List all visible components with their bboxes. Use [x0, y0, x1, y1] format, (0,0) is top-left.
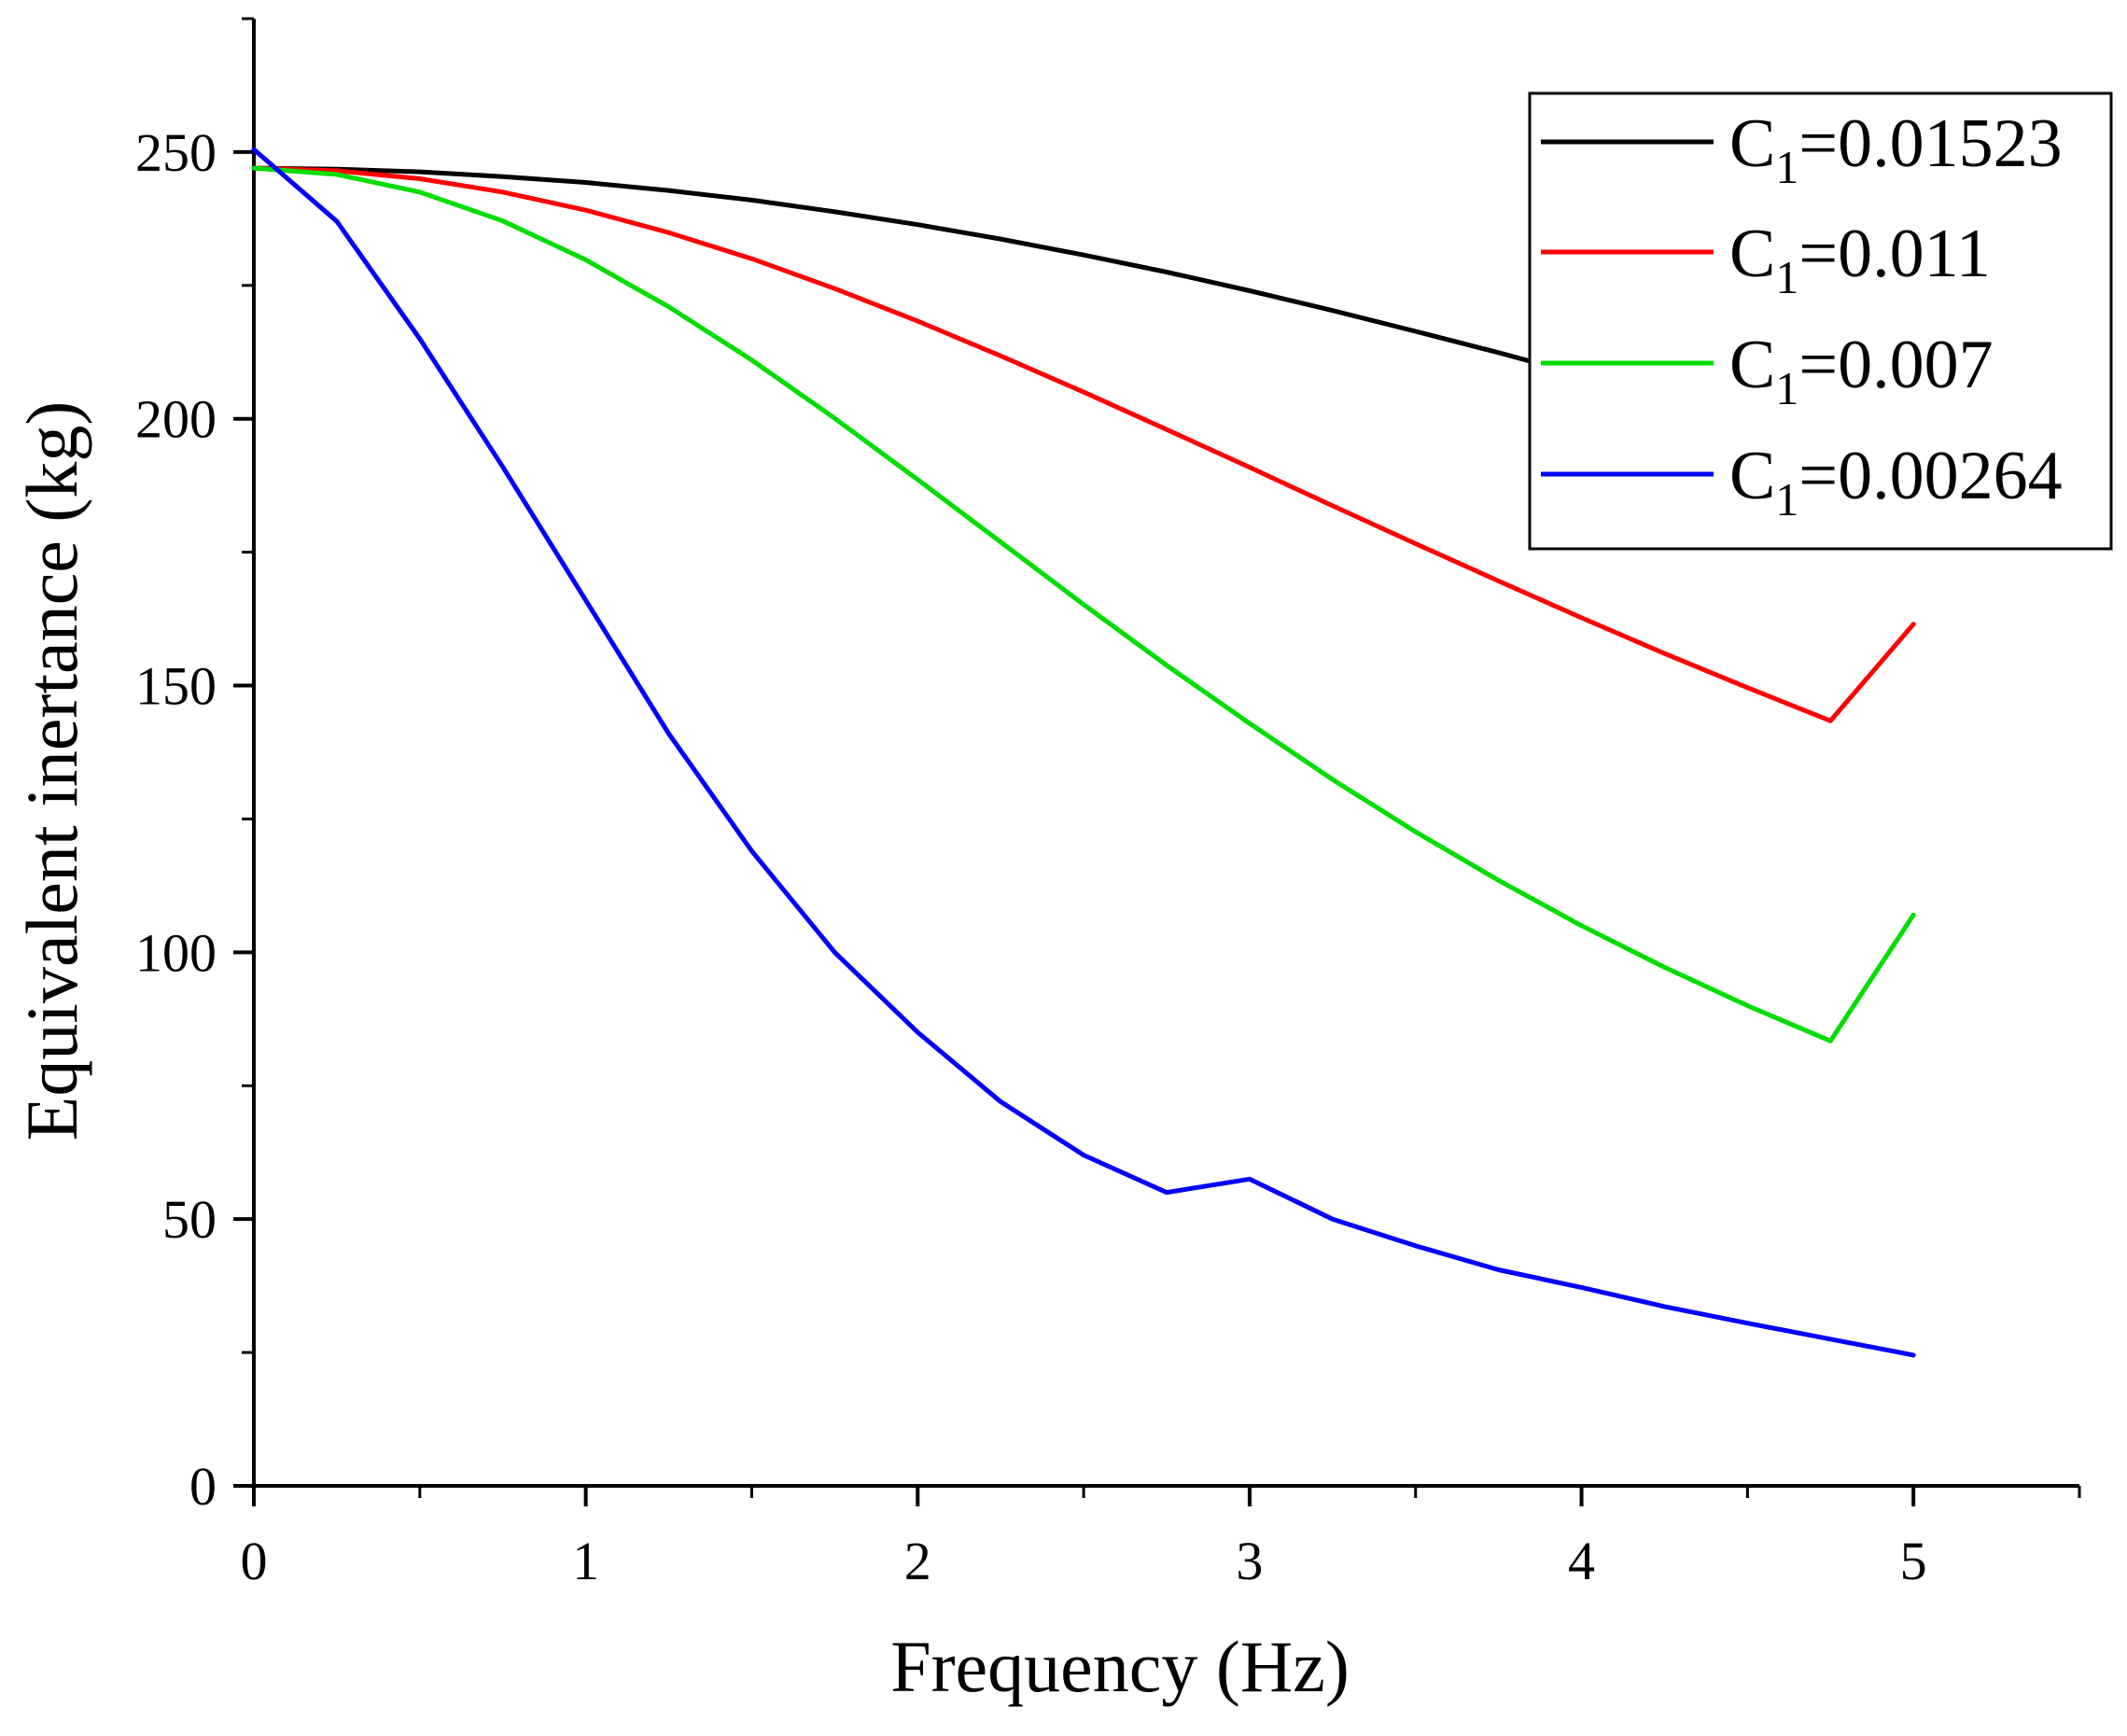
series-line-c1-0-00264 — [251, 147, 1916, 1358]
legend-label-base: C — [1729, 216, 1775, 292]
legend-label: C1=0.00264 — [1729, 438, 2063, 525]
legend-label: C1=0.007 — [1729, 327, 1994, 414]
legend-label-subscript: 1 — [1775, 141, 1798, 193]
legend-label: C1=0.011 — [1729, 216, 1991, 303]
legend-label-subscript: 1 — [1775, 473, 1798, 525]
series-layer — [251, 147, 1916, 1358]
legend-label-base: C — [1729, 105, 1775, 182]
y-tick-label: 50 — [162, 1189, 217, 1250]
y-tick-label: 0 — [189, 1456, 217, 1517]
x-tick-label: 1 — [572, 1531, 599, 1591]
series-line-c1-0-011 — [251, 165, 1916, 723]
legend-label-value: =0.011 — [1798, 216, 1991, 292]
x-axis-label: Frequency (Hz) — [890, 1626, 1350, 1707]
y-tick-label: 100 — [135, 922, 217, 983]
x-tick-label: 2 — [904, 1531, 931, 1591]
legend-label-subscript: 1 — [1775, 251, 1798, 303]
legend-label-base: C — [1729, 327, 1775, 403]
y-tick-label: 250 — [135, 122, 217, 183]
y-tick-label: 200 — [135, 389, 217, 450]
legend-label: C1=0.01523 — [1729, 105, 2063, 193]
y-tick-label: 150 — [135, 656, 217, 717]
x-tick-label: 3 — [1236, 1531, 1263, 1591]
legend-label-subscript: 1 — [1775, 362, 1798, 414]
series-line-c1-0-007 — [251, 165, 1916, 1043]
legend-label-value: =0.01523 — [1798, 105, 2062, 182]
legend-label-value: =0.007 — [1798, 327, 1993, 403]
x-tick-label: 4 — [1568, 1531, 1595, 1591]
x-tick-label: 0 — [241, 1531, 268, 1591]
legend-label-base: C — [1729, 438, 1775, 514]
y-axis-label: Equivalent inertance (kg) — [11, 401, 92, 1141]
legend-label-value: =0.00264 — [1798, 438, 2062, 514]
x-tick-label: 5 — [1900, 1531, 1927, 1591]
axes-layer — [252, 19, 2079, 1488]
